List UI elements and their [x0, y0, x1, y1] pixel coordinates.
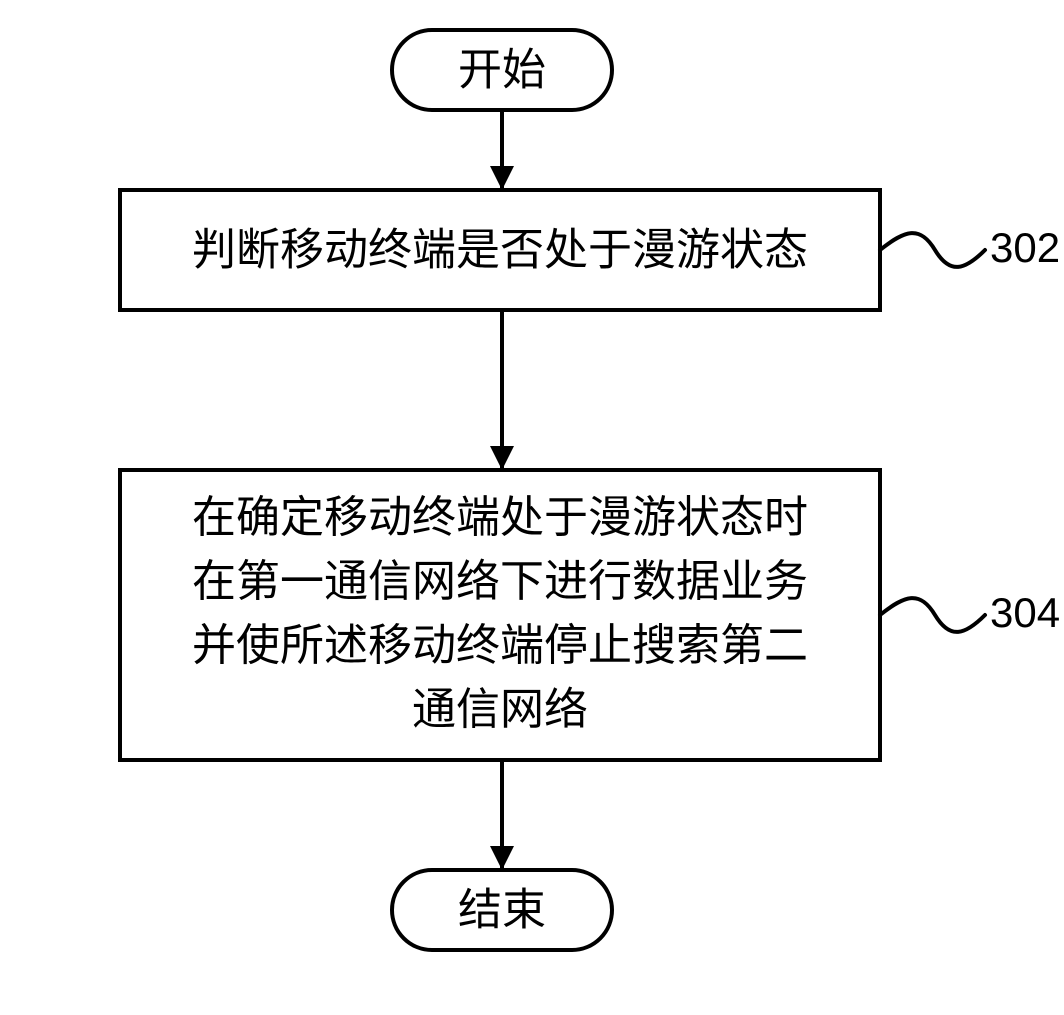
node-label: 开始 [458, 46, 546, 95]
node-step1: 判断移动终端是否处于漫游状态 [120, 190, 880, 310]
node-start: 开始 [392, 30, 612, 110]
callout-squiggle [880, 233, 985, 267]
callout-label: 304 [990, 589, 1060, 636]
node-label: 结束 [458, 886, 546, 935]
callout-304: 304 [880, 589, 1060, 636]
node-label-line: 通信网络 [412, 685, 588, 734]
callout-302: 302 [880, 224, 1060, 271]
node-label-line: 在确定移动终端处于漫游状态时 [192, 493, 808, 542]
callout-label: 302 [990, 224, 1060, 271]
flowchart-canvas: 开始判断移动终端是否处于漫游状态在确定移动终端处于漫游状态时在第一通信网络下进行… [0, 0, 1064, 1015]
callout-squiggle [880, 598, 985, 632]
node-label-line: 在第一通信网络下进行数据业务 [192, 557, 808, 606]
node-label-line: 并使所述移动终端停止搜索第二 [192, 621, 808, 670]
node-end: 结束 [392, 870, 612, 950]
node-step2: 在确定移动终端处于漫游状态时在第一通信网络下进行数据业务并使所述移动终端停止搜索… [120, 470, 880, 760]
node-label: 判断移动终端是否处于漫游状态 [192, 226, 808, 275]
